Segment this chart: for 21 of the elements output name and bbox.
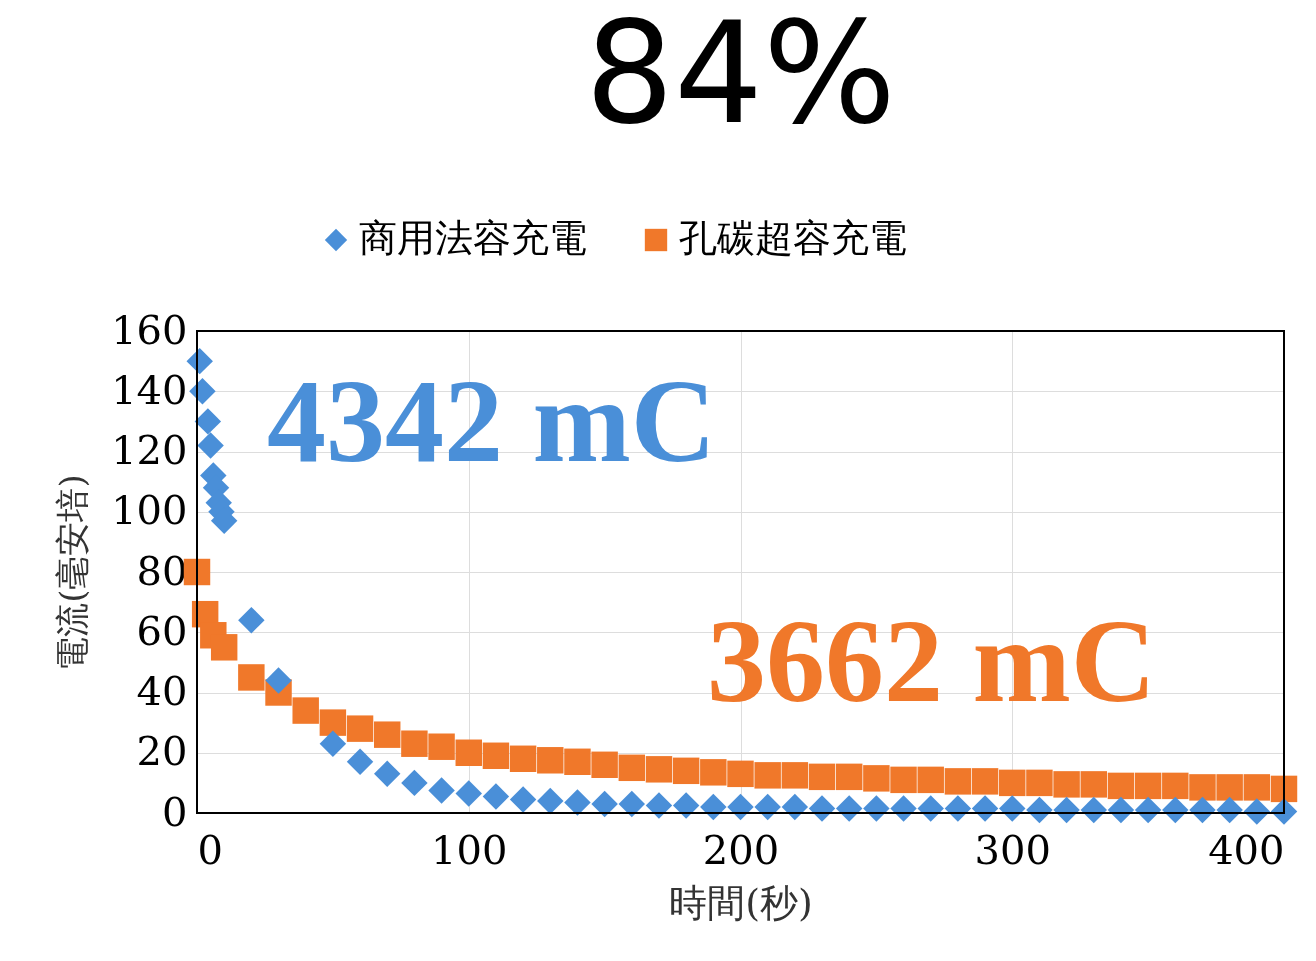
y-tick-label: 60 <box>136 607 188 654</box>
x-tick-label: 400 <box>1208 826 1285 873</box>
y-tick-label: 100 <box>111 487 188 534</box>
annotation: 3662 mC <box>707 596 1157 727</box>
x-tick-label: 100 <box>431 826 508 873</box>
chart-title: 84% <box>584 0 897 155</box>
y-tick-label: 140 <box>111 366 188 413</box>
y-tick-label: 0 <box>162 788 188 835</box>
x-tick-label: 0 <box>197 826 223 873</box>
annotation: 4342 mC <box>267 356 717 487</box>
y-tick-label: 120 <box>111 427 188 473</box>
y-tick-label: 20 <box>136 728 188 775</box>
x-axis-title: 時間(秒) <box>669 880 813 925</box>
legend-label: 商用法容充電 <box>359 216 587 260</box>
x-tick-label: 300 <box>974 826 1051 873</box>
x-tick-label: 200 <box>702 826 780 873</box>
y-tick-label: 40 <box>136 668 188 714</box>
y-tick-label: 80 <box>136 547 188 594</box>
legend-label: 孔碳超容充電 <box>679 216 907 260</box>
y-axis-title: 電流(毫安培) <box>52 474 93 671</box>
y-tick-label: 160 <box>111 306 188 353</box>
